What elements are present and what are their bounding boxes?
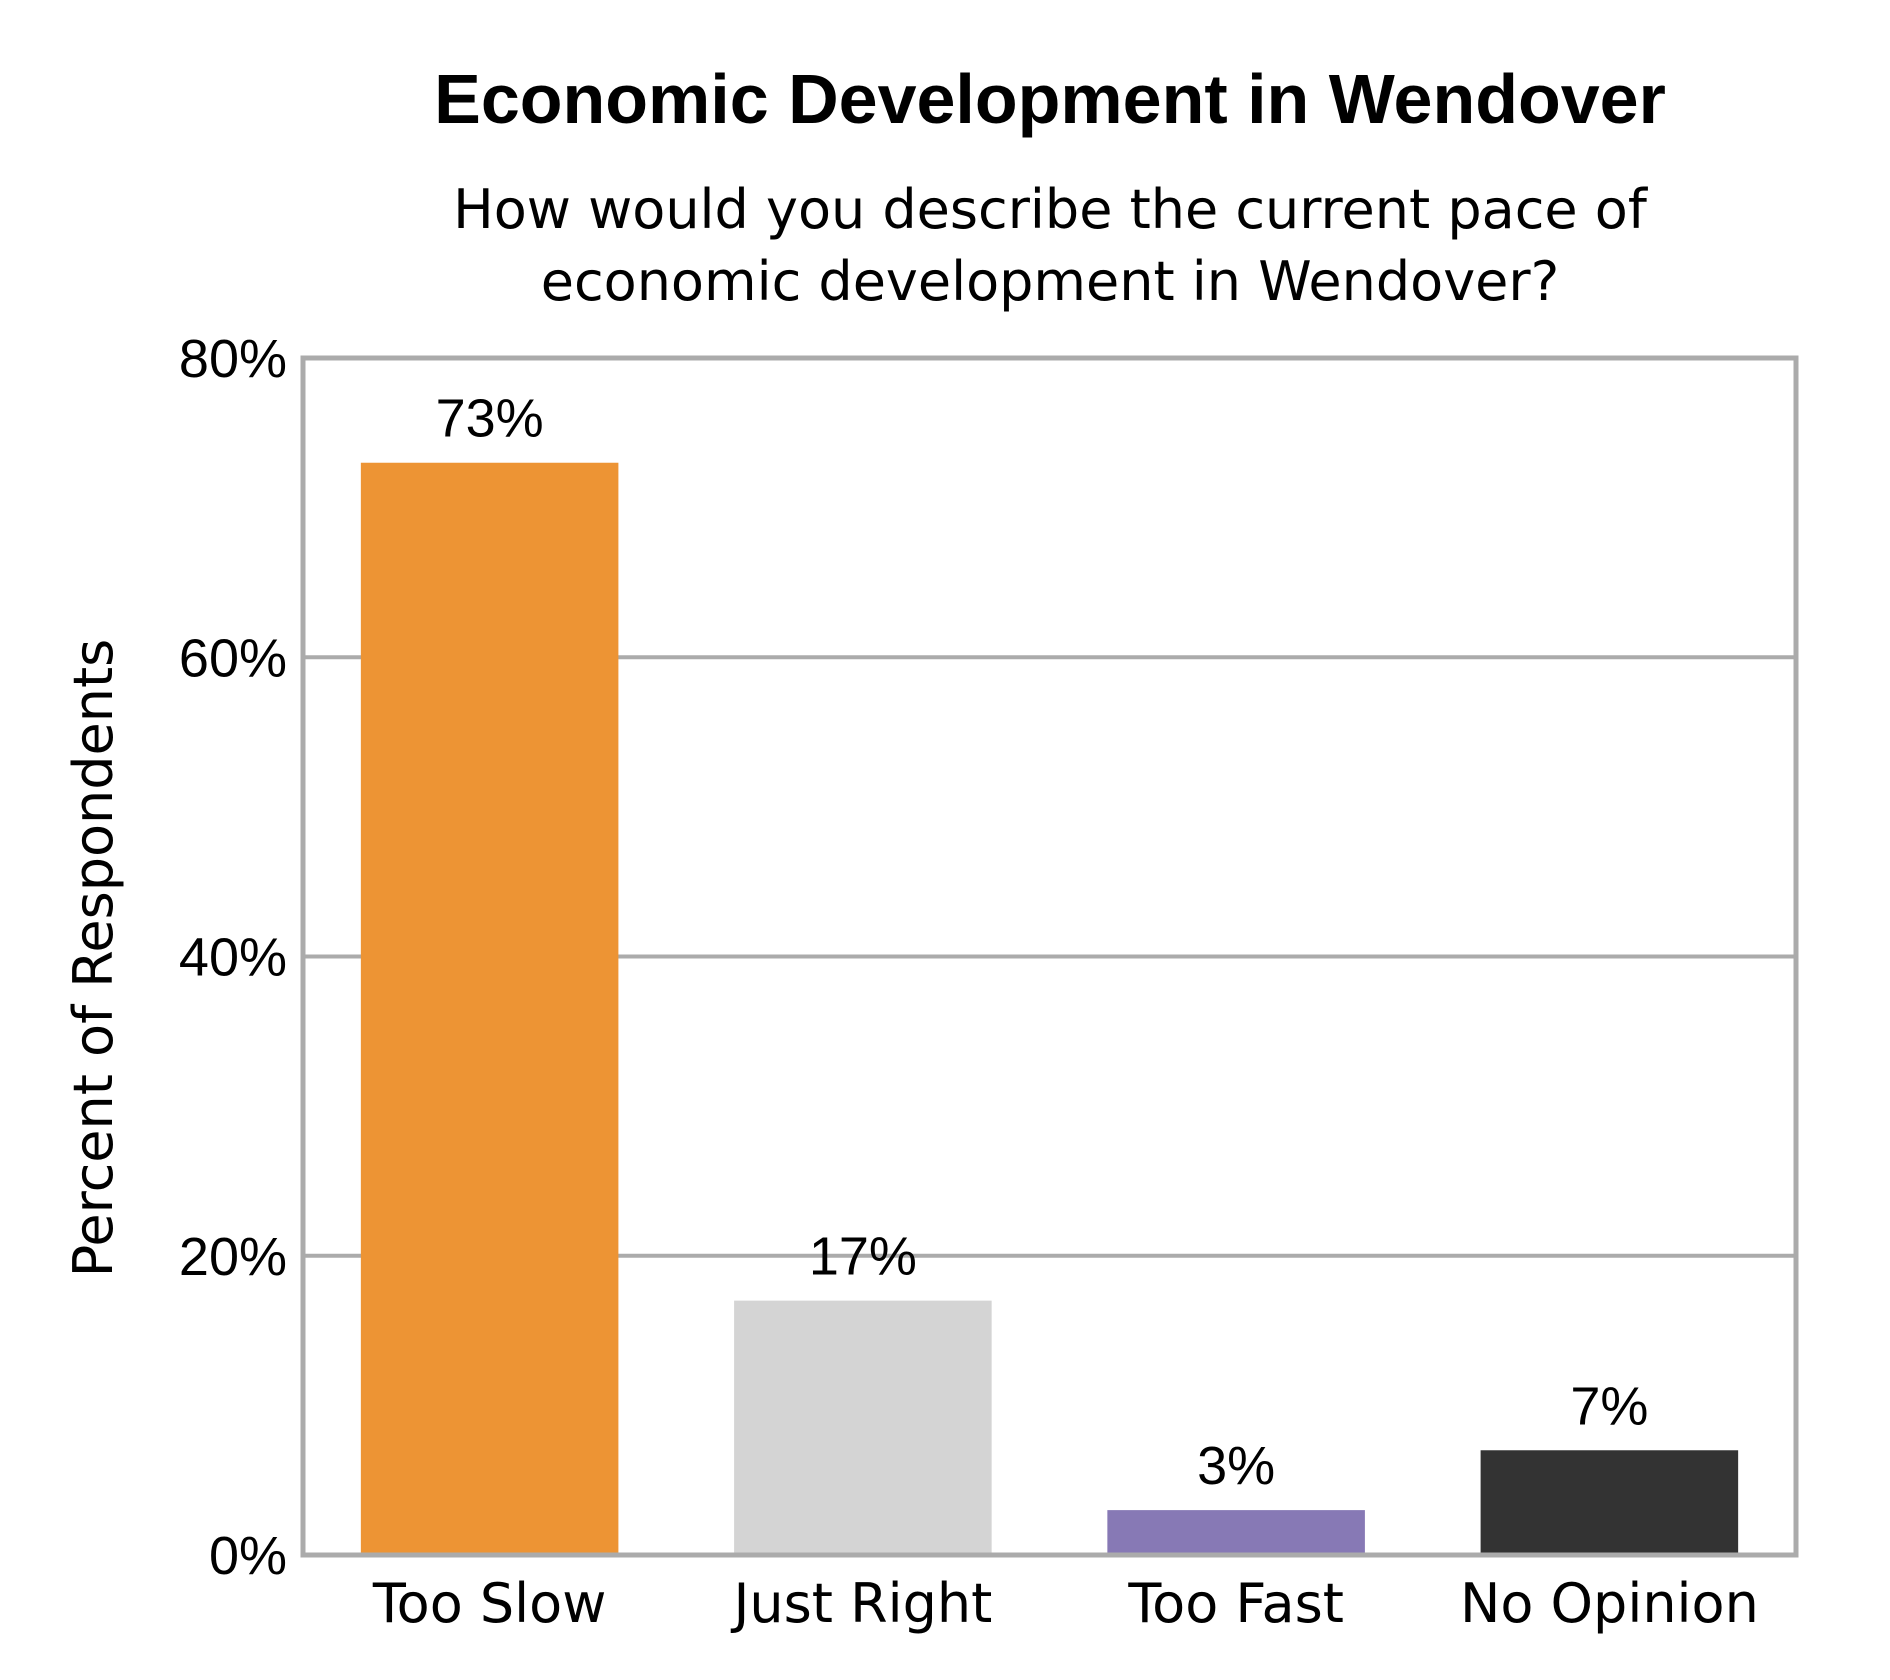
y-axis-ticks: 0% 20% 40% 60% 80%: [179, 329, 287, 1586]
category-label: Too Slow: [372, 1572, 607, 1635]
y-tick-label: 0%: [209, 1526, 287, 1586]
data-label: 7%: [1570, 1376, 1648, 1436]
category-labels: Too Slow Just Right Too Fast No Opinion: [372, 1572, 1759, 1635]
chart-title: Economic Development in Wendover: [434, 60, 1666, 138]
category-label: No Opinion: [1460, 1572, 1759, 1635]
data-label: 73%: [436, 389, 544, 449]
category-label: Just Right: [730, 1572, 992, 1635]
y-tick-label: 20%: [179, 1227, 287, 1287]
bar: [360, 462, 619, 1555]
y-tick-label: 60%: [179, 628, 287, 688]
bars: [360, 462, 1739, 1555]
bar: [734, 1300, 992, 1555]
y-axis-label: Percent of Respondents: [62, 639, 125, 1278]
data-label: 3%: [1197, 1436, 1275, 1496]
data-labels: 73% 17% 3% 7%: [436, 389, 1649, 1496]
plot-frame: [300, 355, 1799, 1558]
category-label: Too Fast: [1127, 1572, 1344, 1635]
bar: [1107, 1510, 1365, 1555]
data-label: 17%: [809, 1227, 917, 1287]
y-tick-label: 40%: [179, 928, 287, 988]
bar: [1480, 1450, 1739, 1555]
chart-subtitle-line-2: economic development in Wendover?: [541, 250, 1560, 313]
y-tick-label: 80%: [179, 329, 287, 389]
chart-subtitle-line-1: How would you describe the current pace …: [453, 178, 1649, 241]
